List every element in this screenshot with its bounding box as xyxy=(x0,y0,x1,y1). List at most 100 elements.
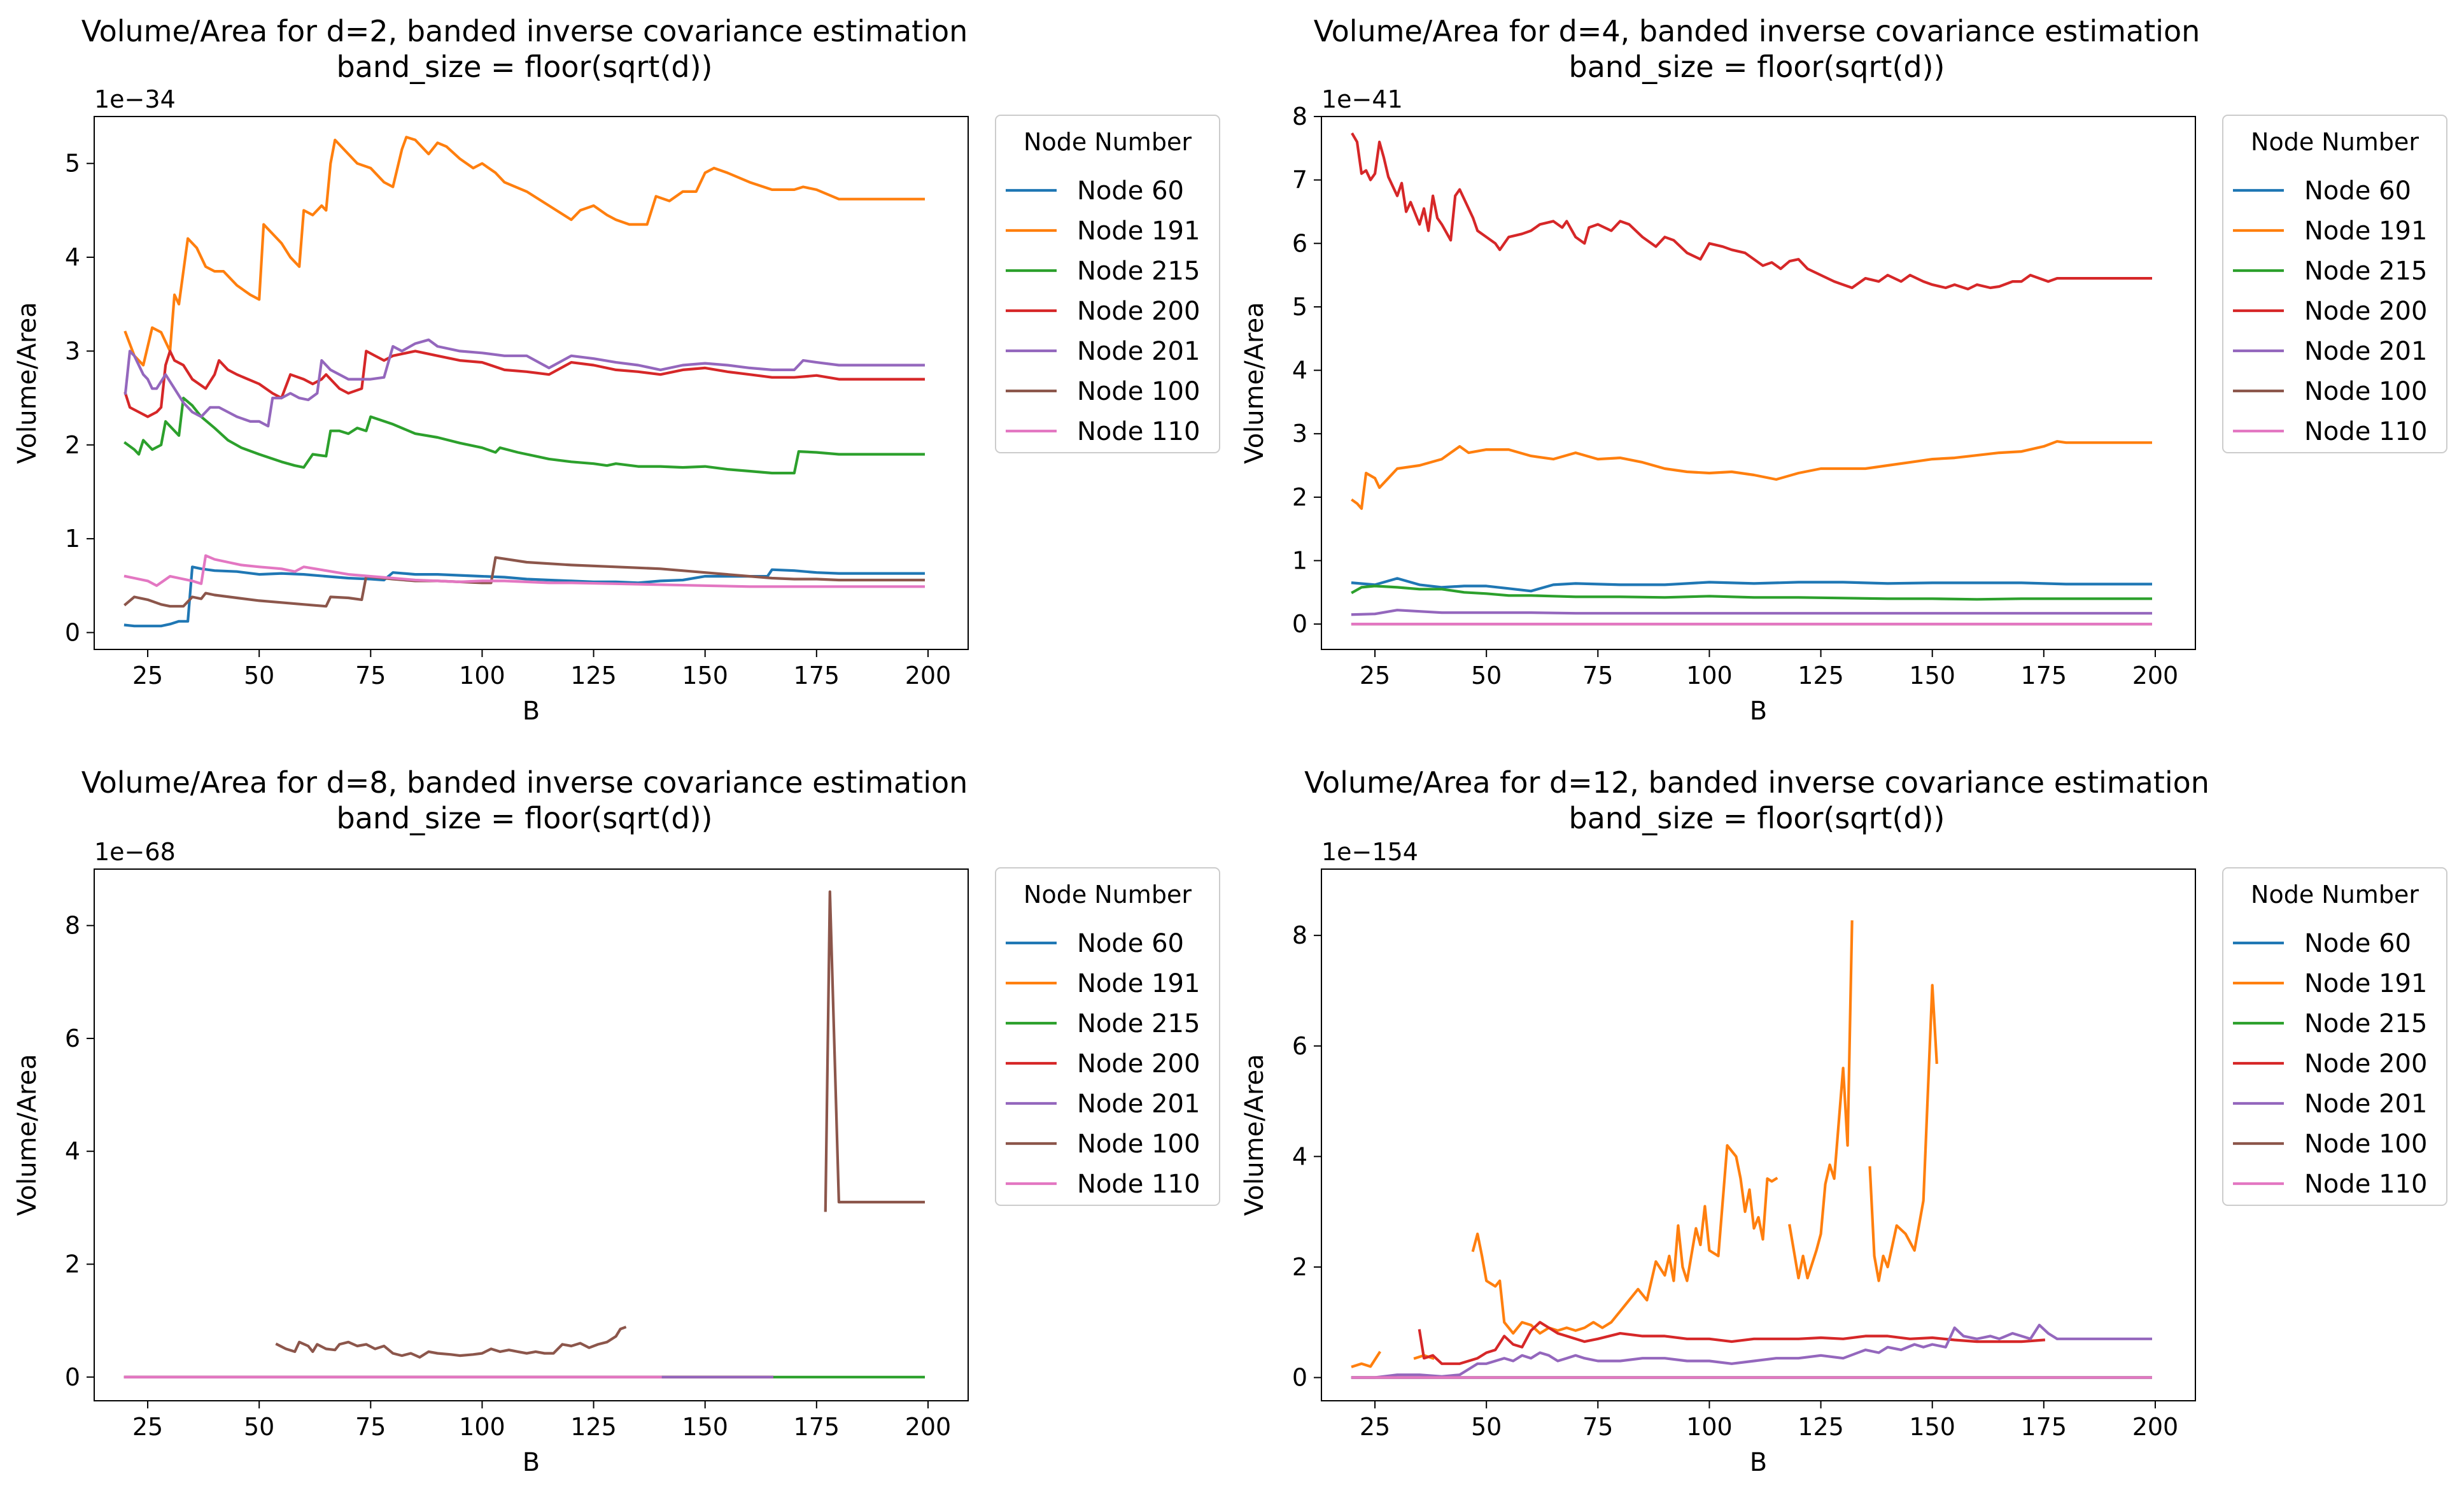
legend-entry: Node 100 xyxy=(2304,1130,2427,1159)
legend-entry: Node 215 xyxy=(1077,1009,1200,1038)
legend: Node Number Node 60 Node 191 Node 215 Node 2… xyxy=(2222,867,2447,1206)
series-line-node-110 xyxy=(123,554,925,588)
plot-frame xyxy=(1321,868,2196,1401)
legend-entry: Node 191 xyxy=(1077,969,1200,998)
series-line-node-215 xyxy=(123,397,925,475)
legend: Node Number Node 60 Node 191 Node 215 Node 2… xyxy=(2222,115,2447,453)
x-tick-label: 75 xyxy=(1582,662,1613,690)
y-tick-label: 3 xyxy=(1292,420,1307,448)
x-tick-label: 150 xyxy=(1909,662,1955,690)
x-tick-label: 50 xyxy=(1471,1413,1502,1441)
legend-title: Node Number xyxy=(1024,881,1192,909)
x-axis-label: B xyxy=(523,697,540,726)
y-tick-label: 4 xyxy=(1292,357,1307,385)
y-tick-label: 4 xyxy=(65,243,80,271)
x-tick-label: 25 xyxy=(1360,1413,1390,1441)
chart-title: Volume/Area for d=12, banded inverse cov… xyxy=(1304,765,2209,800)
series-line-node-191 xyxy=(1351,440,2152,510)
x-tick-label: 150 xyxy=(682,1413,728,1441)
legend-box xyxy=(995,867,1220,1206)
y-tick-label: 5 xyxy=(1292,293,1307,321)
y-tick-label: 0 xyxy=(65,1363,80,1391)
y-tick-label: 2 xyxy=(65,431,80,459)
legend-entry: Node 110 xyxy=(2304,1170,2427,1199)
series-line-node-200 xyxy=(123,350,925,418)
x-tick-label: 200 xyxy=(905,1413,952,1441)
legend-entry: Node 60 xyxy=(2304,176,2411,206)
legend-entry: Node 201 xyxy=(1077,337,1200,366)
series-line-node-201 xyxy=(123,338,925,428)
x-tick-label: 125 xyxy=(570,662,617,690)
x-tick-label: 100 xyxy=(459,662,505,690)
y-tick-label: 1 xyxy=(65,525,80,553)
y-tick-label: 3 xyxy=(65,337,80,365)
y-tick-label: 8 xyxy=(1292,103,1307,131)
y-tick-label: 8 xyxy=(65,912,80,940)
y-offset-text: 1e−34 xyxy=(94,85,176,113)
y-tick-label: 4 xyxy=(1292,1142,1307,1170)
x-tick-label: 125 xyxy=(570,1413,617,1441)
legend-entry: Node 100 xyxy=(2304,377,2427,406)
x-tick-label: 25 xyxy=(132,662,163,690)
plot-frame xyxy=(1321,116,2196,650)
series-line-node-100 xyxy=(275,890,925,1359)
legend-title: Node Number xyxy=(2251,881,2419,909)
chart-subtitle: band_size = floor(sqrt(d)) xyxy=(337,50,713,84)
legend-entry: Node 200 xyxy=(1077,1049,1200,1079)
chart-subtitle: band_size = floor(sqrt(d)) xyxy=(1569,801,1945,835)
y-tick-label: 4 xyxy=(65,1137,80,1165)
chart-title: Volume/Area for d=8, banded inverse cova… xyxy=(81,765,968,800)
x-tick-label: 175 xyxy=(2021,1413,2067,1441)
x-tick-label: 200 xyxy=(905,662,952,690)
legend-title: Node Number xyxy=(2251,128,2419,156)
y-tick-label: 5 xyxy=(65,150,80,178)
y-offset-text: 1e−154 xyxy=(1321,838,1418,866)
legend-entry: Node 201 xyxy=(2304,1089,2427,1119)
y-axis-label: Volume/Area xyxy=(1240,1054,1269,1215)
series-group xyxy=(123,890,925,1378)
x-axis-label: B xyxy=(1750,1448,1767,1477)
legend-box xyxy=(995,115,1220,453)
series-group xyxy=(1351,132,2152,626)
legend-entry: Node 110 xyxy=(1077,1170,1200,1199)
legend-entry: Node 191 xyxy=(2304,216,2427,246)
y-axis-label: Volume/Area xyxy=(13,1054,42,1215)
y-offset-text: 1e−41 xyxy=(1321,85,1403,113)
y-tick-label: 2 xyxy=(1292,1253,1307,1281)
y-tick-label: 2 xyxy=(1292,483,1307,511)
x-tick-label: 50 xyxy=(244,662,274,690)
legend-entry: Node 200 xyxy=(2304,297,2427,326)
x-tick-label: 100 xyxy=(1686,662,1733,690)
y-tick-label: 7 xyxy=(1292,166,1307,194)
y-tick-label: 2 xyxy=(65,1250,80,1278)
x-tick-label: 200 xyxy=(2132,1413,2179,1441)
series-line-node-200 xyxy=(1418,1321,2046,1365)
chart-subtitle: band_size = floor(sqrt(d)) xyxy=(337,801,713,835)
x-tick-label: 150 xyxy=(1909,1413,1955,1441)
x-tick-label: 75 xyxy=(1582,1413,1613,1441)
legend-entry: Node 200 xyxy=(2304,1049,2427,1079)
chart-title: Volume/Area for d=4, banded inverse cova… xyxy=(1314,14,2200,48)
chart-panel-3: Volume/Area for d=8, banded inverse cova… xyxy=(13,765,1220,1477)
y-tick-label: 1 xyxy=(1292,547,1307,575)
y-tick-label: 0 xyxy=(1292,610,1307,638)
y-axis-label: Volume/Area xyxy=(13,302,42,464)
legend-entry: Node 201 xyxy=(2304,337,2427,366)
plot-frame xyxy=(94,868,969,1401)
y-tick-label: 8 xyxy=(1292,921,1307,949)
series-line-node-200 xyxy=(1351,132,2152,291)
x-tick-label: 75 xyxy=(355,1413,386,1441)
legend-entry: Node 215 xyxy=(2304,257,2427,286)
y-tick-label: 0 xyxy=(1292,1364,1307,1392)
legend-entry: Node 215 xyxy=(1077,257,1200,286)
series-line-node-215 xyxy=(1351,585,2152,601)
chart-subtitle: band_size = floor(sqrt(d)) xyxy=(1569,50,1945,84)
legend-entry: Node 191 xyxy=(1077,216,1200,246)
x-tick-label: 100 xyxy=(1686,1413,1733,1441)
legend-entry: Node 60 xyxy=(1077,929,1184,958)
series-line-node-191 xyxy=(1351,920,1938,1368)
x-tick-label: 200 xyxy=(2132,662,2179,690)
y-axis-label: Volume/Area xyxy=(1240,302,1269,464)
x-axis-label: B xyxy=(1750,697,1767,726)
